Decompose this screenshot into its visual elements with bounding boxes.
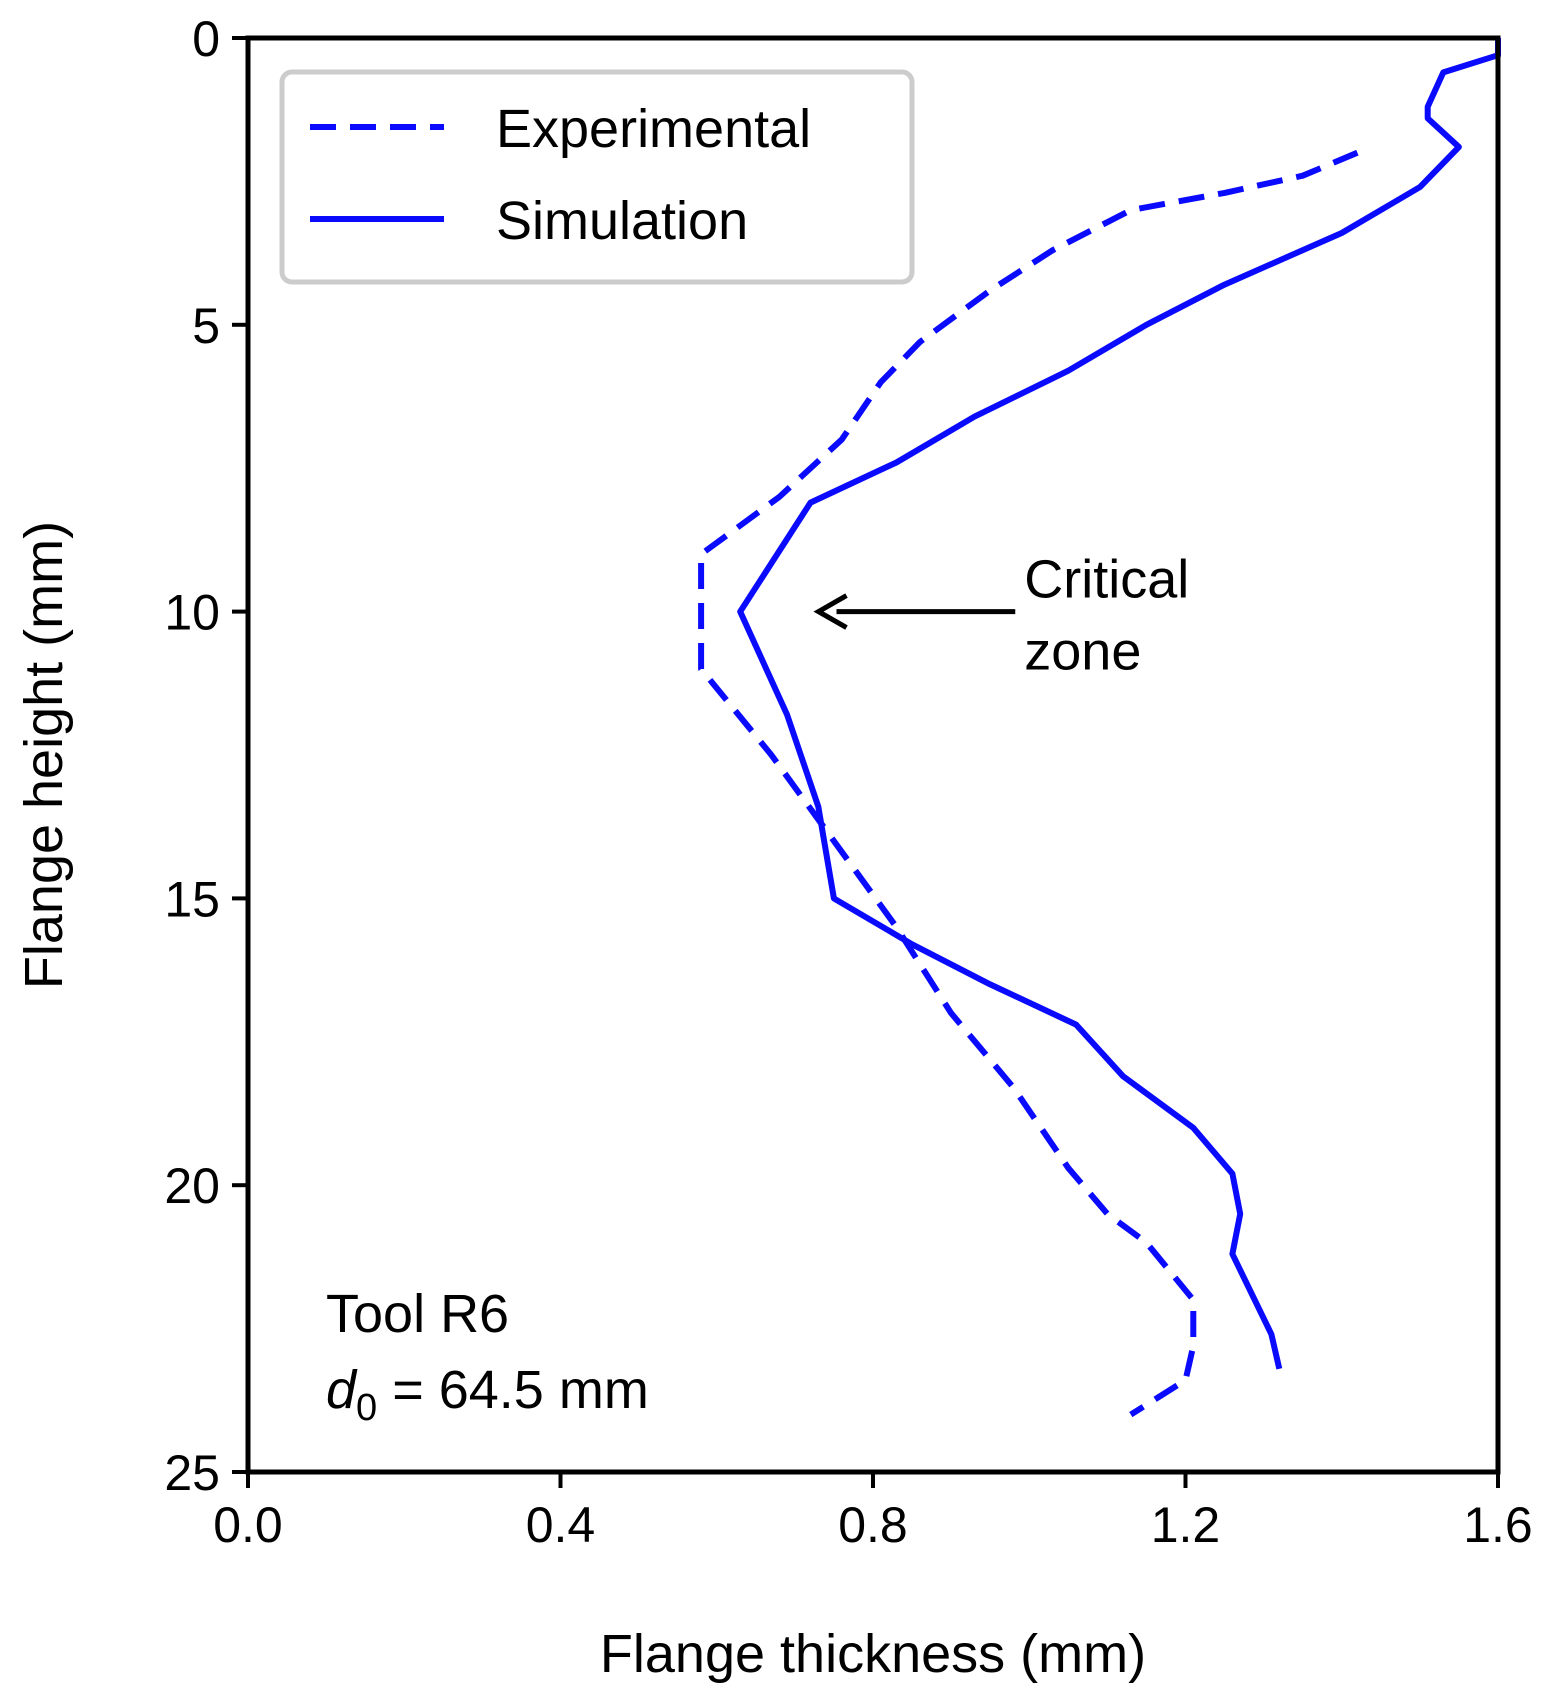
x-tick-label: 0.0 [213,1497,283,1553]
y-axis-title: Flange height (mm) [14,521,74,989]
legend: Experimental Simulation [279,69,915,285]
series-group [698,38,1501,1418]
annotation-text-line-2: zone [1024,622,1141,682]
x-tick-label: 0.4 [526,1497,596,1553]
y-tick-label: 25 [164,1445,220,1501]
series-line-simulation [737,38,1501,1370]
annotation-group: Critical zone Tool R6 d0 = 64.5 mm [326,550,1189,1429]
axes-group: 0.0 0.4 0.8 1.2 1.6 0 5 10 15 20 25 Flange thicknes… [14,11,1533,1684]
y-tick-label: 15 [164,871,220,927]
y-tick-label: 20 [164,1158,220,1214]
annotation-text-line-1: Critical [1024,550,1189,610]
annotation-arrow-head [813,593,848,630]
x-tick-label: 1.6 [1463,1497,1533,1553]
y-tick-label: 10 [164,585,220,641]
legend-label-experimental: Experimental [496,99,811,159]
legend-label-simulation: Simulation [496,191,748,251]
x-tick-label: 0.8 [838,1497,908,1553]
series-line-experimental [698,149,1359,1418]
inset-text-diameter: d0 = 64.5 mm [326,1360,649,1429]
y-tick-label: 0 [192,11,220,67]
inset-text-tool: Tool R6 [326,1284,509,1344]
x-axis-title: Flange thickness (mm) [600,1624,1146,1684]
x-tick-label: 1.2 [1151,1497,1221,1553]
y-tick-label: 5 [192,298,220,354]
